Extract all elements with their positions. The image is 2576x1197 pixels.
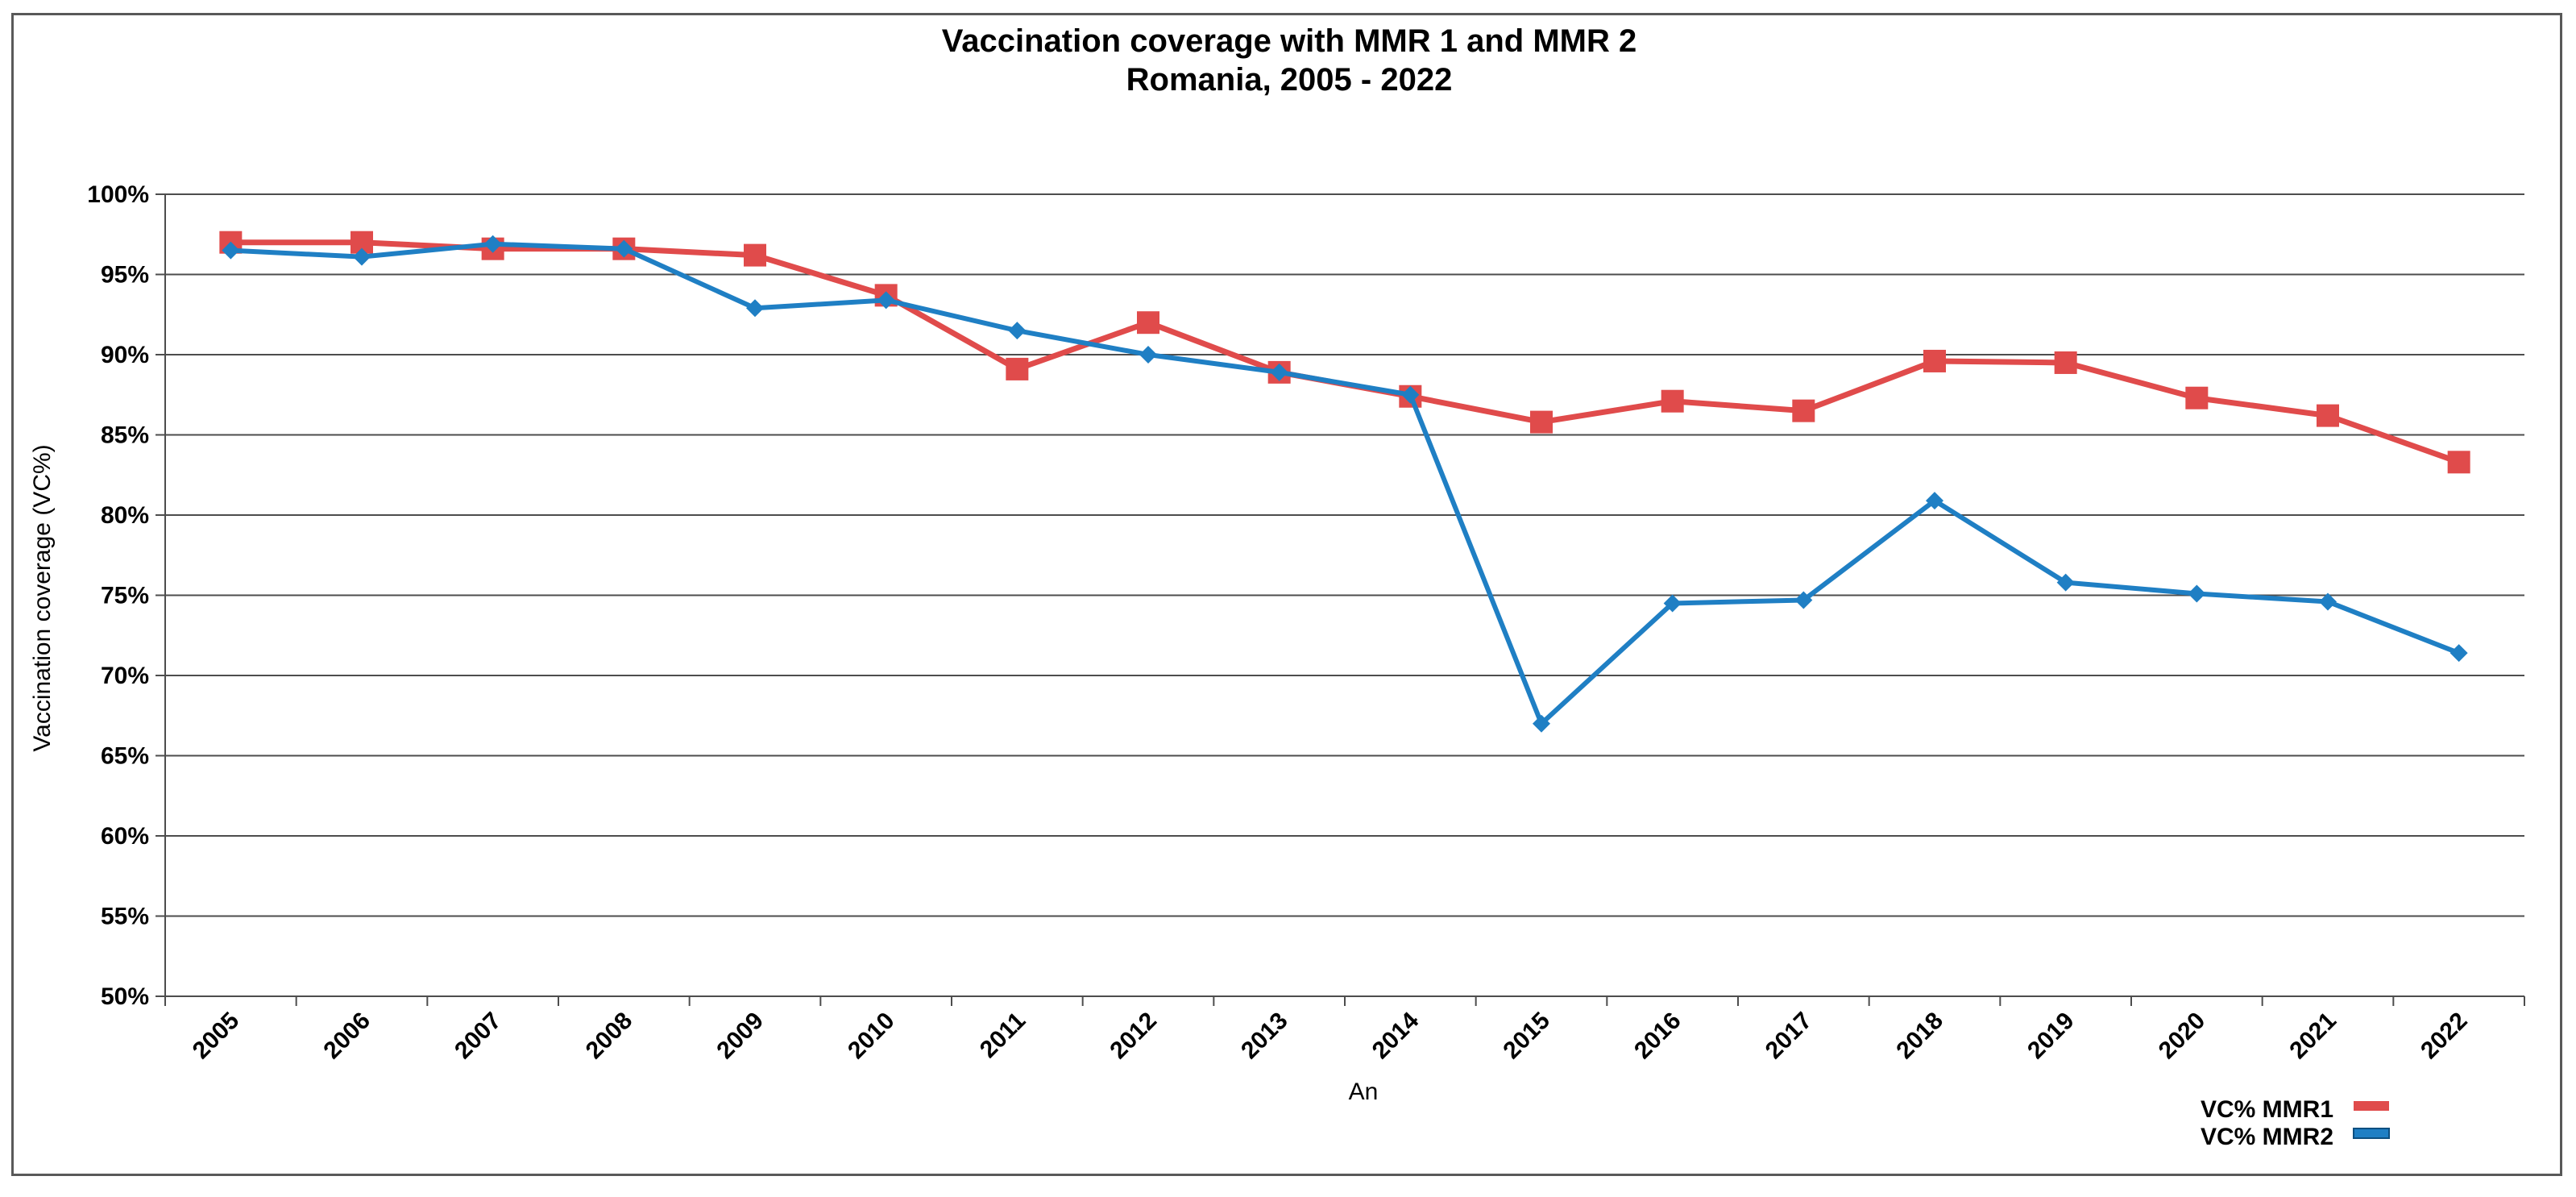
data-point — [615, 239, 633, 258]
data-point — [2054, 351, 2077, 374]
x-tick-label: 2017 — [1761, 1008, 1818, 1065]
data-point — [2188, 584, 2206, 603]
y-tick-label: 95% — [101, 262, 149, 289]
series-layer — [219, 231, 2470, 733]
data-point — [353, 247, 371, 266]
y-tick-label: 100% — [87, 181, 149, 208]
data-point — [1139, 346, 1157, 364]
data-point — [744, 243, 766, 267]
y-axis-ticks: 50% 55% 60% 65% 70% 75% 80% 85% 90% 95% 100% — [87, 181, 165, 1010]
data-point — [483, 235, 502, 253]
y-tick-label: 55% — [101, 904, 149, 930]
chart-subtitle: Romania, 2005 - 2022 — [1126, 62, 1453, 98]
x-tick-label: 2005 — [188, 1008, 245, 1065]
x-tick-label: 2022 — [2416, 1008, 2473, 1065]
x-tick-label: 2011 — [975, 1008, 1031, 1063]
data-point — [1794, 591, 1813, 609]
x-tick-label: 2014 — [1367, 1007, 1425, 1064]
data-point — [2317, 404, 2339, 427]
x-tick-label: 2018 — [1891, 1008, 1948, 1065]
data-point — [2319, 592, 2337, 611]
y-tick-label: 60% — [101, 823, 149, 850]
x-tick-label: 2016 — [1629, 1008, 1686, 1065]
x-tick-label: 2007 — [450, 1008, 507, 1065]
series-line — [230, 239, 2460, 465]
series-line — [230, 241, 2460, 726]
x-tick-label: 2019 — [2022, 1008, 2080, 1065]
legend-swatch — [2354, 1101, 2389, 1111]
x-tick-label: 2008 — [581, 1008, 638, 1065]
grid-lines — [165, 193, 2524, 997]
y-tick-label: 50% — [101, 983, 149, 1010]
y-tick-label: 75% — [101, 583, 149, 609]
x-tick-label: 2009 — [711, 1008, 769, 1065]
x-tick-label: 2015 — [1498, 1008, 1555, 1065]
data-point — [2449, 644, 2468, 663]
legend-label: VC% MMR1 — [2201, 1096, 2333, 1123]
data-point — [1926, 492, 1943, 510]
x-tick-label: 2020 — [2154, 1008, 2211, 1065]
data-point — [1661, 389, 1684, 413]
data-point — [877, 291, 895, 310]
data-point — [1270, 363, 1288, 381]
y-tick-label: 80% — [101, 502, 149, 529]
x-tick-label: 2010 — [843, 1008, 900, 1065]
x-axis-ticks: 2005 2006 2007 2008 2009 2010 2011 2012 2013 2014… — [164, 996, 2525, 1065]
data-point — [1008, 322, 1027, 340]
data-point — [746, 299, 764, 318]
data-point — [1792, 399, 1815, 422]
data-point — [2056, 573, 2075, 592]
series-1 — [219, 231, 2470, 474]
x-tick-label: 2021 — [2284, 1008, 2342, 1065]
data-point — [2447, 451, 2470, 474]
data-point — [222, 241, 240, 260]
series-2 — [222, 235, 2468, 733]
data-point — [1530, 410, 1553, 434]
data-point — [1137, 311, 1159, 335]
chart-title: Vaccination coverage with MMR 1 and MMR … — [942, 23, 1636, 59]
data-point — [2185, 386, 2209, 409]
data-point — [1663, 594, 1682, 613]
x-tick-label: 2006 — [318, 1008, 375, 1065]
data-point — [1533, 714, 1550, 733]
x-tick-label: 2012 — [1105, 1008, 1162, 1065]
y-tick-label: 65% — [101, 743, 149, 770]
y-tick-label: 85% — [101, 422, 149, 449]
y-tick-label: 70% — [101, 663, 149, 689]
x-tick-label: 2013 — [1236, 1008, 1293, 1065]
data-point — [1923, 349, 1946, 372]
y-tick-label: 90% — [101, 342, 149, 368]
data-point — [1006, 357, 1029, 380]
legend-swatch — [2353, 1128, 2390, 1139]
y-axis-label: Vaccination coverage (VC%) — [29, 444, 56, 751]
x-axis-label: An — [1349, 1079, 1379, 1105]
data-point — [1401, 385, 1420, 404]
legend-label: VC% MMR2 — [2201, 1124, 2333, 1150]
